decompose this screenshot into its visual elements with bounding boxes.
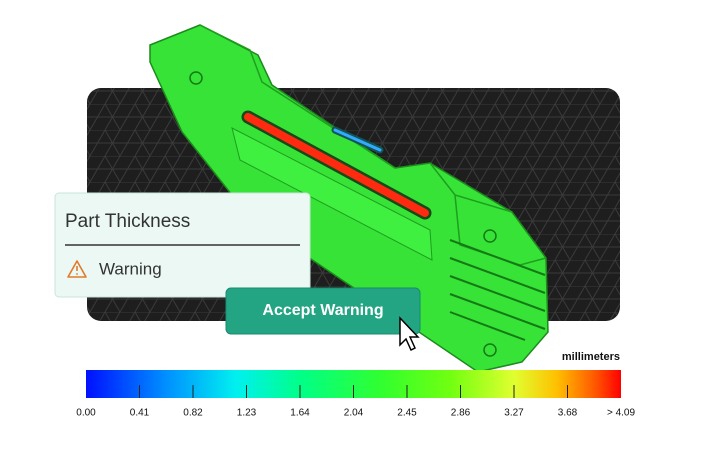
panel-title: Part Thickness [65, 211, 190, 232]
warning-status: Warning [99, 259, 162, 278]
button-label[interactable]: Accept Warning [262, 302, 383, 319]
colorbar-tick-label: > 4.09 [607, 408, 636, 419]
colorbar-unit: millimeters [562, 351, 620, 363]
colorbar-tick-label: 1.64 [290, 408, 310, 419]
colorbar-tick-label: 0.41 [130, 408, 150, 419]
accept-button[interactable]: Accept Warning [225, 287, 421, 335]
colorbar-tick-label: 0.82 [183, 408, 203, 419]
colorbar-tick-label: 0.00 [76, 408, 96, 419]
warning-icon [67, 260, 87, 278]
colorbar-tick-label: 3.27 [504, 408, 524, 419]
button-background[interactable] [225, 287, 421, 335]
colorbar-tick-label: 2.86 [451, 408, 471, 419]
cursor [399, 316, 420, 352]
colorbar-tick-label: 1.23 [237, 408, 257, 419]
part-model [149, 24, 549, 373]
thickness-panel: Part Thickness Warning [54, 192, 311, 298]
warning-icon-dot [76, 273, 78, 275]
colorbar-tick-label: 3.68 [558, 408, 578, 419]
colorbar-tick-label: 2.45 [397, 408, 417, 419]
colorbar-tick-label: 2.04 [344, 408, 364, 419]
